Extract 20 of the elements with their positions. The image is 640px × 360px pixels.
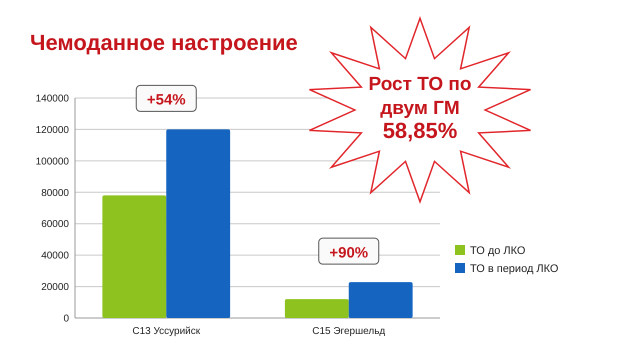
bar	[102, 195, 166, 318]
y-tick-label: 80000	[41, 188, 70, 199]
annotation: Рост ТО по двум ГМ 58,85%	[368, 74, 472, 143]
chart-title: Чемоданное настроение	[30, 30, 298, 55]
y-tick-label: 120000	[36, 124, 70, 136]
bar	[348, 282, 413, 318]
x-tick-label: С15 Эгершельд	[312, 326, 386, 337]
y-tick-label: 0	[63, 314, 70, 324]
annotation: +54%	[146, 92, 186, 109]
y-tick-label: 100000	[36, 156, 70, 168]
y-tick-label: 40000	[41, 250, 70, 262]
x-tick-label: С13 Уссурийск	[132, 326, 201, 337]
y-tick-label: 20000	[41, 282, 70, 294]
bar	[166, 129, 230, 318]
y-tick-label: 60000	[41, 219, 70, 230]
legend-label: ТО до ЛКО	[470, 244, 526, 257]
legend-label: ТО в период ЛКО	[470, 262, 559, 275]
bar	[284, 299, 349, 318]
annotation: +90%	[329, 244, 368, 262]
y-tick-label: 140000	[36, 94, 70, 104]
